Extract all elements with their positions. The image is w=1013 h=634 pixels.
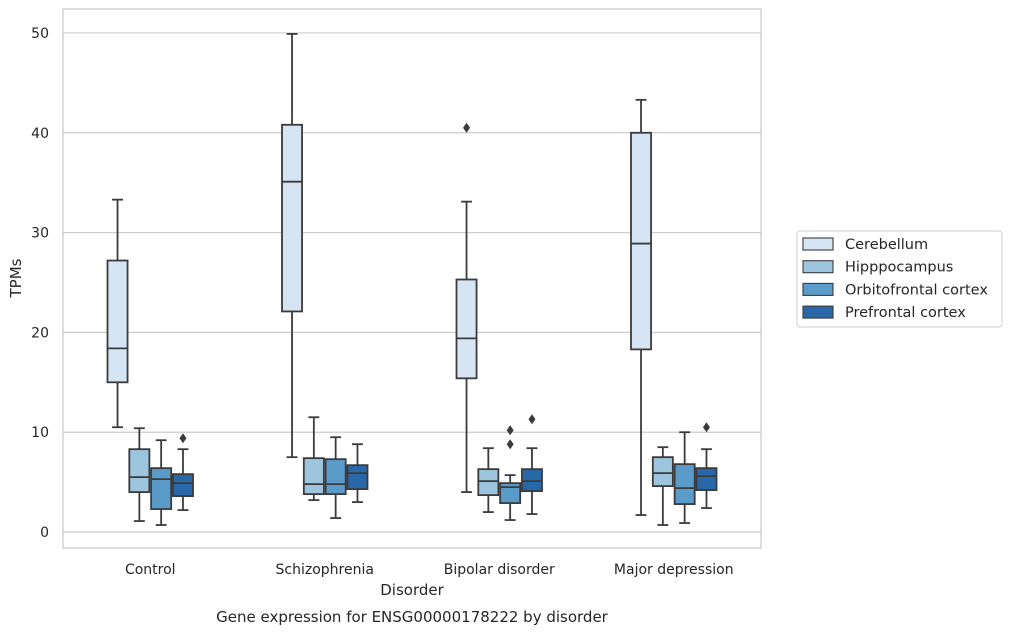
box-iqr [106,259,129,384]
box-iqr [695,467,718,492]
series-cerebellum [106,33,652,516]
series-prefrontal-cortex [172,414,718,515]
legend-frame [796,230,1003,328]
x-axis-label: Disorder [380,581,444,599]
outlier-point [528,414,536,425]
box [346,443,369,503]
box [281,33,303,459]
y-axis-ticks: 0 10 20 30 40 50 [31,26,49,541]
plot-area-frame [62,8,762,549]
series-hipppocampus [128,416,674,526]
box [302,416,325,501]
outlier-point [506,425,514,436]
box [673,431,696,524]
outlier-point [179,433,187,444]
y-axis-label: TPMs [7,258,25,298]
box-iqr [281,123,303,313]
box-iqr [651,456,674,488]
legend-swatch [802,282,834,296]
box [630,98,652,516]
x-tick-label: Bipolar disorder [444,562,555,578]
box [455,122,478,494]
box [499,425,522,521]
box-iqr [172,473,194,497]
x-tick-label: Control [125,562,176,578]
box [172,433,194,511]
box-iqr [128,448,151,494]
outlier-point [463,122,471,133]
box [651,446,674,526]
box-iqr [455,278,478,380]
series-orbitofrontal-cortex [150,425,696,526]
box [521,414,543,515]
legend-entry-label: Orbitofrontal cortex [845,282,988,298]
x-tick-label: Major depression [614,562,734,578]
x-axis-ticks: Control Schizophrenia Bipolar disorder Majo… [125,562,734,578]
box [106,198,129,429]
box [150,439,173,526]
box-iqr [324,458,347,496]
gridlines [63,32,761,533]
box-iqr [521,468,543,493]
box-iqr [499,482,522,504]
outlier-point [702,422,710,433]
y-tick-label: 10 [31,425,49,441]
chart-title: Gene expression for ENSG00000178222 by d… [216,608,609,626]
legend-entry-label: Prefrontal cortex [845,305,966,321]
legend-entry-label: Cerebellum [845,237,928,253]
box [477,447,500,513]
box [695,422,718,509]
box-iqr [302,457,325,495]
outlier-point [506,439,514,450]
box-iqr [673,463,696,505]
legend-swatch [802,305,834,319]
box-iqr [150,467,173,510]
legend-swatch [802,237,834,251]
box [128,427,151,522]
legend: Cerebellum Hipppocampus Orbitofrontal cort… [796,230,1003,328]
box-plot-series [106,33,718,526]
y-tick-label: 20 [31,325,49,341]
y-tick-label: 0 [40,525,49,541]
box [324,436,347,519]
box-iqr [346,464,369,491]
y-tick-label: 30 [31,226,49,242]
box-iqr [630,131,652,351]
x-tick-label: Schizophrenia [276,562,374,578]
legend-swatch [802,260,834,274]
y-tick-label: 40 [31,126,49,142]
legend-entry-label: Hipppocampus [845,260,953,276]
box-iqr [477,468,500,496]
y-tick-label: 50 [31,26,49,42]
